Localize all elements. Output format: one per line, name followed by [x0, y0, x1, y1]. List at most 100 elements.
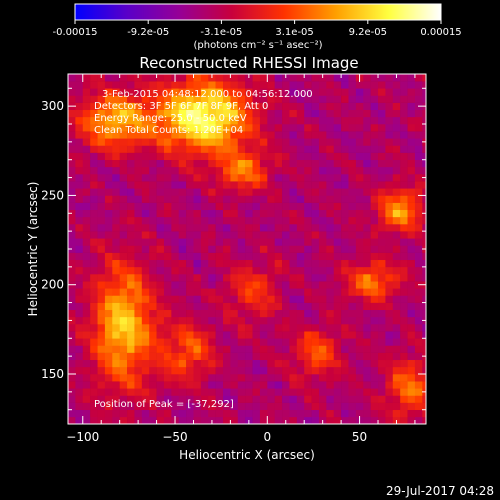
- heatmap-cell: [318, 288, 327, 296]
- heatmap-cell: [318, 231, 327, 239]
- heatmap-cell: [200, 402, 209, 411]
- heatmap-cell: [252, 74, 261, 82]
- heatmap-cell: [156, 274, 165, 282]
- heatmap-cell: [289, 366, 298, 375]
- heatmap-cell: [318, 252, 327, 261]
- heatmap-cell: [252, 259, 261, 268]
- heatmap-cell: [304, 102, 312, 111]
- heatmap-cell: [267, 345, 275, 353]
- heatmap-cell: [90, 338, 98, 346]
- heatmap-cell: [326, 331, 335, 339]
- heatmap-cell: [318, 88, 327, 96]
- heatmap-cell: [348, 266, 357, 275]
- heatmap-cell: [223, 181, 231, 189]
- heatmap-cell: [200, 266, 209, 275]
- heatmap-cell: [149, 124, 157, 132]
- heatmap-cell: [119, 245, 128, 253]
- heatmap-cell: [370, 131, 379, 139]
- heatmap-cell: [186, 81, 194, 89]
- heatmap-cell: [422, 216, 426, 225]
- heatmap-cell: [90, 359, 98, 368]
- heatmap-cell: [82, 209, 91, 218]
- heatmap-cell: [400, 231, 408, 239]
- heatmap-cell: [112, 309, 120, 318]
- colorbar-tick-label: -9.2e-05: [127, 27, 169, 38]
- heatmap-cell: [333, 74, 342, 82]
- heatmap-cell: [407, 152, 416, 161]
- heatmap-cell: [171, 216, 180, 225]
- heatmap-cell: [311, 209, 320, 218]
- heatmap-cell: [75, 109, 84, 118]
- heatmap-cell: [178, 359, 187, 368]
- heatmap-cell: [341, 395, 349, 403]
- heatmap-cell: [318, 295, 327, 303]
- heatmap-cell: [363, 288, 371, 296]
- heatmap-cell: [223, 238, 231, 246]
- heatmap-cell: [112, 195, 120, 203]
- heatmap-cell: [341, 138, 349, 146]
- heatmap-cell: [245, 252, 253, 261]
- heatmap-cell: [304, 352, 312, 361]
- heatmap-cell: [127, 281, 135, 289]
- heatmap-cell: [385, 388, 394, 396]
- heatmap-cell: [163, 309, 172, 318]
- heatmap-cell: [267, 152, 275, 161]
- heatmap-cell: [141, 374, 150, 382]
- heatmap-cell: [333, 231, 342, 239]
- heatmap-cell: [363, 216, 371, 225]
- heatmap-cell: [112, 159, 120, 168]
- heatmap-cell: [363, 366, 371, 375]
- heatmap-cell: [215, 145, 224, 153]
- heatmap-cell: [193, 181, 202, 189]
- heatmap-cell: [267, 395, 275, 403]
- heatmap-cell: [186, 166, 194, 175]
- heatmap-cell: [392, 259, 401, 268]
- heatmap-cell: [267, 274, 275, 282]
- heatmap-cell: [186, 102, 194, 111]
- heatmap-cell: [134, 302, 143, 311]
- heatmap-cell: [274, 224, 283, 232]
- heatmap-cell: [341, 252, 349, 261]
- heatmap-cell: [104, 281, 113, 289]
- heatmap-cell: [104, 109, 113, 118]
- heatmap-cell: [208, 109, 216, 118]
- heatmap-cell: [385, 359, 394, 368]
- heatmap-cell: [407, 388, 416, 396]
- heatmap-cell: [68, 188, 76, 196]
- heatmap-cell: [149, 74, 157, 82]
- heatmap-cell: [392, 238, 401, 246]
- heatmap-cell: [186, 181, 194, 189]
- heatmap-cell: [348, 245, 357, 253]
- heatmap-cell: [370, 145, 379, 153]
- heatmap-cell: [223, 366, 231, 375]
- heatmap-cell: [414, 252, 423, 261]
- heatmap-cell: [178, 138, 187, 146]
- heatmap-cell: [149, 224, 157, 232]
- heatmap-cell: [245, 145, 253, 153]
- heatmap-cell: [282, 181, 290, 189]
- heatmap-cell: [282, 331, 290, 339]
- heatmap-cell: [259, 352, 268, 361]
- heatmap-cell: [370, 266, 379, 275]
- heatmap-cell: [178, 109, 187, 118]
- heatmap-cell: [333, 81, 342, 89]
- heatmap-cell: [90, 381, 98, 389]
- heatmap-cell: [355, 159, 364, 168]
- heatmap-cell: [230, 395, 239, 403]
- heatmap-cell: [267, 231, 275, 239]
- heatmap-cell: [296, 174, 305, 182]
- heatmap-cell: [385, 209, 394, 218]
- heatmap-cell: [355, 209, 364, 218]
- heatmap-cell: [282, 316, 290, 325]
- heatmap-cell: [104, 359, 113, 368]
- heatmap-cell: [252, 88, 261, 96]
- heatmap-cell: [348, 316, 357, 325]
- heatmap-cell: [119, 338, 128, 346]
- heatmap-cell: [156, 409, 165, 418]
- heatmap-cell: [267, 74, 275, 82]
- heatmap-cell: [82, 138, 91, 146]
- heatmap-cell: [68, 145, 76, 153]
- heatmap-cell: [171, 388, 180, 396]
- heatmap-cell: [104, 74, 113, 82]
- heatmap-cell: [259, 188, 268, 196]
